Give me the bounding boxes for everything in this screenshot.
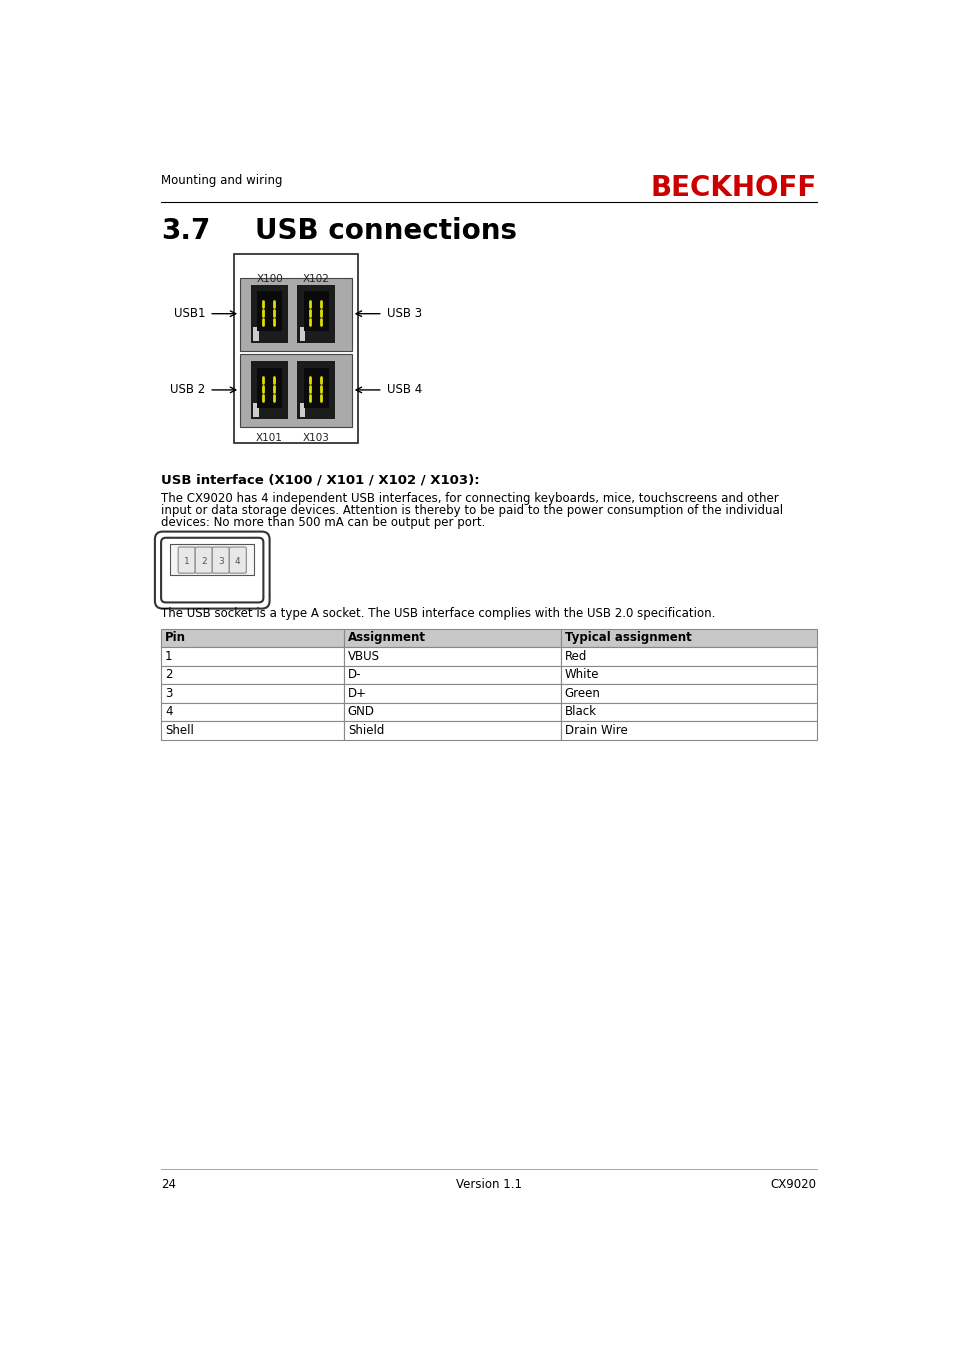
- Bar: [161, 666, 344, 684]
- Text: Typical assignment: Typical assignment: [564, 632, 691, 644]
- Text: D+: D+: [348, 687, 367, 699]
- Text: USB1: USB1: [173, 308, 205, 320]
- FancyBboxPatch shape: [195, 547, 212, 574]
- Text: USB interface (X100 / X101 / X102 / X103):: USB interface (X100 / X101 / X102 / X103…: [161, 474, 479, 487]
- Text: 1: 1: [184, 558, 190, 566]
- Text: Pin: Pin: [165, 632, 186, 644]
- Text: Shield: Shield: [348, 724, 384, 737]
- Text: 1: 1: [165, 649, 172, 663]
- Text: Shell: Shell: [165, 724, 193, 737]
- Text: D-: D-: [348, 668, 361, 682]
- Text: X100: X100: [256, 274, 283, 285]
- Text: X103: X103: [302, 433, 329, 443]
- Text: USB 4: USB 4: [386, 383, 421, 397]
- Text: The USB socket is a type A socket. The USB interface complies with the USB 2.0 s: The USB socket is a type A socket. The U…: [161, 608, 715, 620]
- Bar: [251, 285, 288, 343]
- Text: The CX9020 has 4 independent USB interfaces, for connecting keyboards, mice, tou: The CX9020 has 4 independent USB interfa…: [161, 491, 778, 505]
- Text: 3: 3: [165, 687, 172, 699]
- Text: 4: 4: [165, 705, 172, 718]
- FancyBboxPatch shape: [164, 541, 260, 599]
- Text: devices: No more than 500 mA can be output per port.: devices: No more than 500 mA can be outp…: [161, 516, 485, 529]
- Bar: [240, 354, 352, 427]
- Bar: [171, 544, 253, 575]
- Bar: [344, 684, 560, 702]
- Bar: [297, 285, 335, 343]
- Bar: [344, 702, 560, 721]
- Text: input or data storage devices. Attention is thereby to be paid to the power cons: input or data storage devices. Attention…: [161, 504, 782, 517]
- Bar: [560, 702, 816, 721]
- Bar: [240, 278, 352, 351]
- Text: VBUS: VBUS: [348, 649, 379, 663]
- Text: CX9020: CX9020: [770, 1179, 816, 1192]
- Bar: [257, 292, 282, 331]
- Text: USB 3: USB 3: [386, 308, 421, 320]
- Text: X101: X101: [256, 433, 283, 443]
- Bar: [253, 404, 258, 417]
- Text: 24: 24: [161, 1179, 176, 1192]
- Bar: [161, 647, 344, 666]
- Text: Drain Wire: Drain Wire: [564, 724, 627, 737]
- Bar: [161, 629, 344, 647]
- Bar: [560, 629, 816, 647]
- Text: 4: 4: [234, 558, 240, 566]
- Bar: [303, 292, 328, 331]
- Text: Red: Red: [564, 649, 587, 663]
- Text: Black: Black: [564, 705, 597, 718]
- Bar: [251, 362, 288, 420]
- Bar: [233, 254, 357, 443]
- Bar: [297, 362, 335, 420]
- Text: 2: 2: [165, 668, 172, 682]
- Text: Version 1.1: Version 1.1: [456, 1179, 521, 1192]
- Text: 3: 3: [217, 558, 223, 566]
- Bar: [161, 702, 344, 721]
- Text: Mounting and wiring: Mounting and wiring: [161, 174, 282, 186]
- Bar: [161, 684, 344, 702]
- Bar: [253, 327, 258, 340]
- FancyBboxPatch shape: [212, 547, 229, 574]
- Text: Assignment: Assignment: [348, 632, 425, 644]
- FancyBboxPatch shape: [229, 547, 246, 574]
- Text: 2: 2: [201, 558, 206, 566]
- FancyBboxPatch shape: [178, 547, 195, 574]
- Text: GND: GND: [348, 705, 375, 718]
- Text: USB 2: USB 2: [170, 383, 205, 397]
- Bar: [257, 367, 282, 408]
- Text: White: White: [564, 668, 598, 682]
- Text: BECKHOFF: BECKHOFF: [650, 174, 816, 201]
- Text: Green: Green: [564, 687, 600, 699]
- Text: USB connections: USB connections: [254, 217, 517, 246]
- Bar: [344, 629, 560, 647]
- Bar: [303, 367, 328, 408]
- Bar: [560, 721, 816, 740]
- Text: X102: X102: [302, 274, 329, 285]
- Bar: [560, 684, 816, 702]
- Bar: [560, 666, 816, 684]
- Bar: [560, 647, 816, 666]
- Bar: [299, 404, 305, 417]
- Bar: [344, 647, 560, 666]
- Bar: [344, 721, 560, 740]
- Text: 3.7: 3.7: [161, 217, 211, 246]
- Bar: [299, 327, 305, 340]
- Bar: [161, 721, 344, 740]
- Bar: [344, 666, 560, 684]
